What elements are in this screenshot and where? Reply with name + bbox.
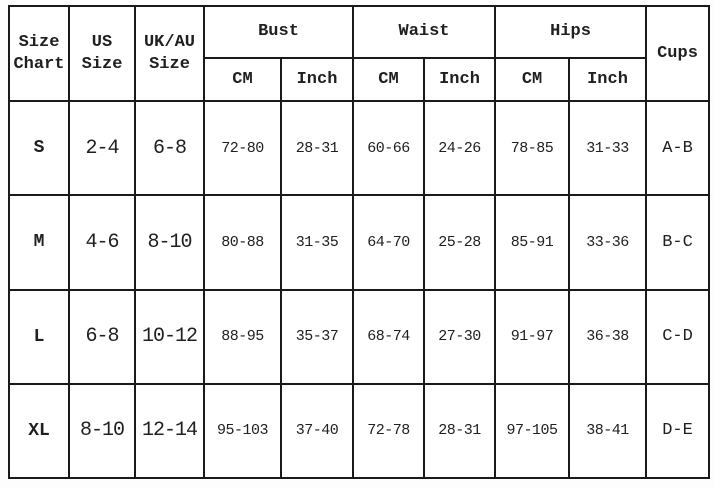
table-row-s: S 2-4 6-8 72-80 28-31 60-66 24-26 78-85 … [8,99,711,197]
size-label: XL [8,382,70,480]
header-row-groups: Size Chart US Size UK/AU Size Bust Waist… [8,5,711,102]
hips-cm-value: 78-85 [494,99,571,197]
header-hips: Hips [494,5,648,59]
size-label: S [8,99,70,197]
waist-cm-value: 60-66 [352,99,425,197]
waist-inch-value: 27-30 [422,288,497,385]
ukau-size-value: 10-12 [134,288,205,385]
waist-cm-value: 68-74 [352,288,425,385]
ukau-size-value: 12-14 [134,382,205,480]
waist-cm-value: 72-78 [352,382,425,480]
cups-value: A-B [645,99,711,197]
hips-inch-value: 31-33 [568,99,648,197]
bust-inch-value: 37-40 [280,382,354,480]
bust-inch-value: 28-31 [280,99,354,197]
header-waist: Waist [351,5,497,59]
size-chart-table: Size Chart US Size UK/AU Size Bust Waist… [8,5,711,480]
header-bust: Bust [203,5,354,59]
table-row-xl: XL 8-10 12-14 95-103 37-40 72-78 28-31 9… [8,382,711,480]
bust-inch-value: 31-35 [280,194,354,291]
size-label: M [8,194,70,291]
size-label: L [8,288,70,385]
us-size-value: 2-4 [68,99,136,197]
hips-inch-value: 38-41 [568,382,648,480]
table-row-l: L 6-8 10-12 88-95 35-37 68-74 27-30 91-9… [8,288,711,385]
header-hips-inch: Inch [568,57,648,102]
header-bust-cm: CM [203,57,282,102]
hips-inch-value: 36-38 [568,288,648,385]
hips-cm-value: 97-105 [494,382,571,480]
us-size-value: 4-6 [68,194,136,291]
bust-cm-value: 72-80 [203,99,282,197]
header-bust-inch: Inch [280,57,354,102]
header-cups: Cups [645,5,711,102]
waist-inch-value: 28-31 [422,382,497,480]
us-size-value: 6-8 [68,288,136,385]
ukau-size-value: 6-8 [134,99,205,197]
cups-value: D-E [645,382,711,480]
ukau-size-value: 8-10 [134,194,205,291]
cups-value: C-D [645,288,711,385]
waist-inch-value: 25-28 [422,194,497,291]
cups-value: B-C [645,194,711,291]
bust-inch-value: 35-37 [280,288,354,385]
bust-cm-value: 88-95 [203,288,282,385]
hips-cm-value: 91-97 [494,288,571,385]
us-size-value: 8-10 [68,382,136,480]
header-hips-cm: CM [494,57,571,102]
hips-cm-value: 85-91 [494,194,571,291]
header-waist-inch: Inch [422,57,497,102]
hips-inch-value: 33-36 [568,194,648,291]
table-row-m: M 4-6 8-10 80-88 31-35 64-70 25-28 85-91… [8,194,711,291]
bust-cm-value: 80-88 [203,194,282,291]
waist-cm-value: 64-70 [352,194,425,291]
header-ukau-size: UK/AU Size [134,5,205,102]
waist-inch-value: 24-26 [422,99,497,197]
header-size-chart: Size Chart [8,5,70,102]
bust-cm-value: 95-103 [203,382,282,480]
header-us-size: US Size [68,5,136,102]
header-row-units: CM Inch CM Inch CM Inch [9,57,709,102]
header-waist-cm: CM [352,57,425,102]
